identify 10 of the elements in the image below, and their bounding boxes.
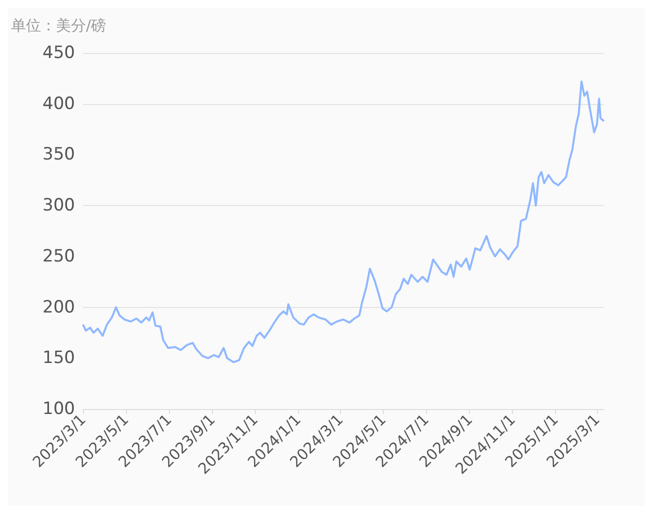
y-tick-label: 200 — [42, 297, 75, 318]
y-tick-label: 300 — [42, 196, 75, 216]
line-series — [82, 80, 605, 364]
y-tick-label: 450 — [42, 43, 75, 63]
y-tick-label: 250 — [42, 246, 75, 266]
y-axis-title: 单位：美分/磅 — [11, 16, 106, 34]
y-tick-label: 350 — [42, 144, 75, 165]
y-tick-label: 400 — [42, 94, 75, 114]
y-tick-label: 100 — [42, 399, 75, 419]
y-tick-label: 150 — [42, 348, 75, 368]
